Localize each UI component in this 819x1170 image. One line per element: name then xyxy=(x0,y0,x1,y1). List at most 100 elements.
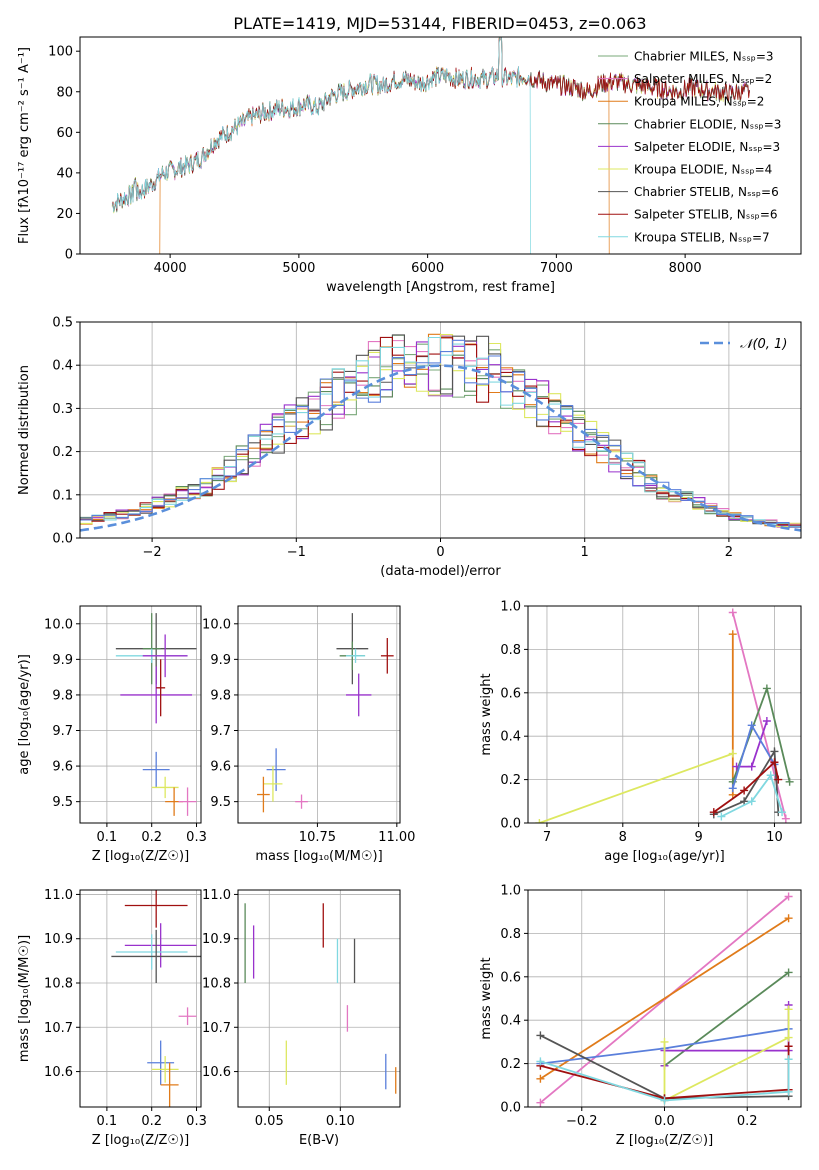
weight-point-marker xyxy=(536,1057,545,1066)
mass-vs-age-plot-area xyxy=(257,613,394,813)
y-tick-label: 0.0 xyxy=(52,532,73,547)
x-tick-label: 1 xyxy=(581,545,589,560)
weight-point-marker xyxy=(762,684,771,693)
x-tick-label: 0.1 xyxy=(97,830,118,845)
y-axis-label: mass [log₁₀(M/M☉)] xyxy=(17,935,32,1062)
y-axis-label: mass weight xyxy=(479,957,494,1039)
weight-series-line xyxy=(539,895,790,1104)
weight-point-marker xyxy=(784,1055,793,1064)
x-tick-label: 0.10 xyxy=(326,1114,355,1129)
y-tick-label: 10.6 xyxy=(44,1065,73,1080)
y-tick-label: 0.6 xyxy=(500,686,521,701)
legend-label: Chabrier MILES, Nₛₛₚ=3 xyxy=(634,50,774,64)
histogram-series xyxy=(80,339,801,528)
weight-point-marker xyxy=(770,758,779,767)
legend-label: Salpeter STELIB, Nₛₛₚ=6 xyxy=(634,208,778,222)
axes-frame xyxy=(79,605,202,824)
x-axis-label: (data-model)/error xyxy=(380,564,501,579)
y-tick-label: 9.7 xyxy=(210,724,231,739)
weight-point-marker xyxy=(747,721,756,730)
y-tick-label: 11.0 xyxy=(202,888,231,903)
y-tick-label: 10.9 xyxy=(44,932,73,947)
weight-point-marker xyxy=(784,914,793,923)
x-tick-label: 0.3 xyxy=(186,830,207,845)
y-tick-label: 0.0 xyxy=(500,1101,521,1116)
y-tick-label: 10.9 xyxy=(202,932,231,947)
spectrum-legend: Chabrier MILES, Nₛₛₚ=3 Salpeter MILES, Nₛ… xyxy=(598,50,781,244)
residual-histogram-panel: −2 −1 0 1 2 0.0 0.1 0.2 0.3 0.4 0.5 (data-model)/er… xyxy=(17,316,802,579)
y-tick-label: 10.8 xyxy=(202,977,231,992)
x-tick-label: 7000 xyxy=(540,261,573,276)
weight-point-marker xyxy=(660,1037,669,1046)
x-tick-label: 0.1 xyxy=(97,1114,118,1129)
weight-series-line xyxy=(720,773,783,818)
x-tick-label: 10 xyxy=(766,830,783,845)
y-tick-label: 100 xyxy=(48,45,73,60)
y-tick-label: 9.9 xyxy=(210,653,231,668)
legend-label: Kroupa STELIB, Nₛₛₚ=7 xyxy=(634,230,770,244)
axes-frame xyxy=(527,605,802,824)
weight-point-marker xyxy=(785,777,794,786)
legend-label: Chabrier ELODIE, Nₛₛₚ=3 xyxy=(634,117,781,131)
y-tick-label: 0.1 xyxy=(52,488,73,503)
weight-point-marker xyxy=(784,1005,793,1014)
y-tick-label: 9.6 xyxy=(52,760,73,775)
weight-series-line xyxy=(540,1059,790,1102)
weight-series-line xyxy=(539,917,790,1080)
weight-point-marker xyxy=(766,771,775,780)
y-tick-label: 9.5 xyxy=(52,795,73,810)
y-tick-label: 0.4 xyxy=(500,730,521,745)
weight-point-marker xyxy=(747,797,756,806)
ebv-vs-mass-plot-area xyxy=(244,903,397,1094)
y-tick-label: 9.5 xyxy=(210,795,231,810)
spectrum-panel: 4000 5000 6000 7000 8000 0 20 40 60 80 100 waveleng… xyxy=(17,36,802,295)
y-tick-label: 80 xyxy=(56,85,73,100)
y-tick-label: 0.2 xyxy=(500,773,521,788)
y-axis-label: mass weight xyxy=(479,673,494,755)
y-tick-label: 60 xyxy=(56,126,73,141)
z-vs-age-panel: 0.1 0.2 0.3 9.5 9.6 9.7 9.8 9.9 10.0 Z [log₁₀(Z/Z… xyxy=(17,605,207,864)
y-tick-label: 0.2 xyxy=(52,445,73,460)
histogram-legend: 𝒩(0, 1) xyxy=(700,337,787,352)
x-axis-label: Z [log₁₀(Z/Z☉)] xyxy=(616,1133,713,1148)
x-axis-label: Z [log₁₀(Z/Z☉)] xyxy=(92,1133,189,1148)
x-axis-label: age [log₁₀(age/yr)] xyxy=(604,849,725,864)
y-tick-label: 1.0 xyxy=(500,884,521,899)
x-tick-label: −2 xyxy=(143,545,162,560)
y-axis-label: Flux [fλ10⁻¹⁷ erg cm⁻² s⁻¹ A⁻¹] xyxy=(17,47,32,244)
x-tick-label: 9 xyxy=(694,830,702,845)
axes-frame xyxy=(237,889,401,1108)
weight-series-line xyxy=(539,752,734,823)
weight-series-line xyxy=(731,685,791,783)
weight-point-marker xyxy=(536,1098,545,1107)
weight-point-marker xyxy=(740,797,749,806)
weight-point-marker xyxy=(709,808,718,817)
y-tick-label: 10.0 xyxy=(202,617,231,632)
legend-label: Salpeter ELODIE, Nₛₛₚ=3 xyxy=(634,140,780,154)
spectrum-series-line xyxy=(159,37,610,254)
x-tick-label: 0.2 xyxy=(737,1114,758,1129)
x-tick-label: 0.2 xyxy=(141,830,162,845)
y-tick-label: 0.8 xyxy=(500,927,521,942)
axes-frame xyxy=(79,36,802,255)
legend-label: Kroupa ELODIE, Nₛₛₚ=4 xyxy=(634,163,772,177)
y-tick-label: 0.5 xyxy=(52,316,73,331)
ebv-vs-mass-panel: 0.05 0.10 10.6 10.7 10.8 10.9 11.0 E(B-V) xyxy=(202,888,401,1148)
z-vs-age-plot-area xyxy=(115,613,197,816)
y-tick-label: 9.8 xyxy=(210,688,231,703)
weight-point-marker xyxy=(762,717,771,726)
figure-title: PLATE=1419, MJD=53144, FIBERID=0453, z=0… xyxy=(233,14,646,33)
weight-point-marker xyxy=(784,1087,793,1096)
y-tick-label: 9.8 xyxy=(52,688,73,703)
weight-point-marker xyxy=(728,608,737,617)
y-tick-label: 11.0 xyxy=(44,888,73,903)
gaussian-reference-curve xyxy=(80,364,801,532)
weight-series-line xyxy=(713,760,780,813)
y-tick-label: 0.8 xyxy=(500,643,521,658)
weight-point-marker xyxy=(740,786,749,795)
x-axis-label: E(B-V) xyxy=(299,1133,339,1148)
x-axis-label: mass [log₁₀(M/M☉)] xyxy=(255,849,382,864)
y-tick-label: 0 xyxy=(65,248,73,263)
z-vs-weight-plot-area xyxy=(536,892,793,1107)
y-tick-label: 0.4 xyxy=(500,1014,521,1029)
